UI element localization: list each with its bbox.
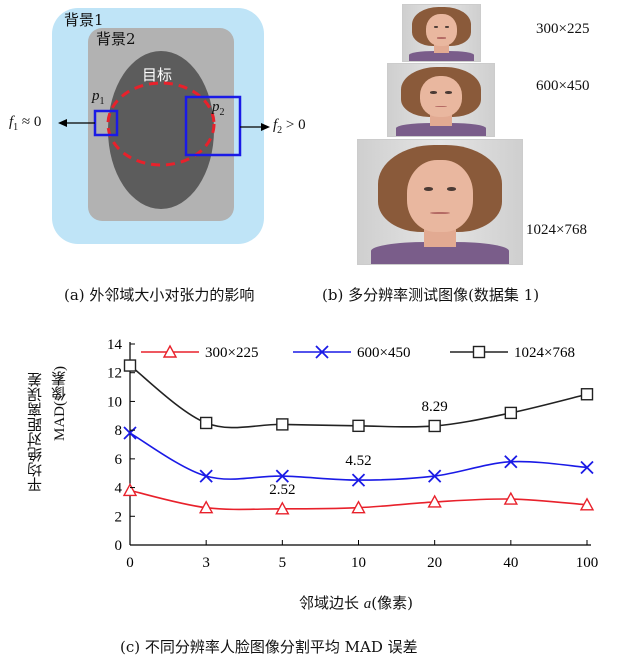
data-point-series-0 <box>427 494 442 508</box>
size-label-large: 1024×768 <box>526 222 587 238</box>
p2-label: p2 <box>212 99 225 118</box>
y-tick-label: 6 <box>115 452 123 468</box>
y-tick-label: 10 <box>107 394 122 410</box>
data-point-series-2 <box>428 419 441 433</box>
series-line-2 <box>129 364 588 429</box>
face-image-small <box>402 4 481 62</box>
legend-entry-label: 1024×768 <box>514 345 575 361</box>
data-point-series-0 <box>503 491 519 505</box>
data-point-series-1 <box>428 469 442 483</box>
chart-annotations: 2.52 4.52 8.29 <box>269 399 448 498</box>
background-1-label: 背景1 <box>64 11 104 29</box>
data-point-series-1 <box>275 469 289 483</box>
legend-marker-2 <box>472 345 486 359</box>
y-axis-label-line1: 平均绝对距离误差 <box>26 372 44 492</box>
legend-marker-1 <box>315 345 329 359</box>
chart-legend: 300×225 600×450 1024×768 <box>141 344 575 361</box>
x-tick-label: 5 <box>279 555 287 571</box>
data-point-series-2 <box>123 359 137 372</box>
data-point-series-1 <box>351 473 366 487</box>
y-axis-label-line2: MAD(像素) <box>52 366 68 441</box>
data-point-series-1-stroke-b <box>123 426 137 440</box>
x-tick-label: 100 <box>576 555 599 571</box>
legend-marker-0 <box>162 344 178 358</box>
face-image-medium <box>387 63 495 137</box>
f1-label: f1 ≈ 0 <box>9 114 42 133</box>
data-point-series-0 <box>351 500 366 514</box>
panel-c-caption: (c) 不同分辨率人脸图像分割平均 MAD 误差 <box>120 638 418 656</box>
data-point-series-0 <box>198 500 214 514</box>
y-tick-label: 0 <box>115 538 123 554</box>
data-point-series-1-stroke-b <box>199 469 213 483</box>
f2-arrow-head <box>261 123 270 131</box>
legend-marker-1-stroke-b <box>315 345 329 359</box>
x-axis-label: 邻域边长 a(像素) <box>299 594 413 612</box>
y-tick-label: 2 <box>115 509 123 525</box>
data-point-series-2 <box>352 419 365 433</box>
data-point-series-0 <box>122 482 138 497</box>
chart-axes <box>129 342 591 546</box>
data-label: 2.52 <box>269 482 295 498</box>
data-point-series-0 <box>579 497 595 511</box>
data-point-series-2 <box>504 406 518 420</box>
data-point-series-2 <box>580 388 594 401</box>
panel-b-caption: (b) 多分辨率测试图像(数据集 1) <box>322 286 540 304</box>
chart-ticks: 0 2 4 6 8 10 12 14 0 3 5 10 20 40 100 <box>107 337 598 571</box>
x-tick-label: 40 <box>503 555 518 571</box>
data-point-series-1 <box>123 426 137 440</box>
y-tick-label: 4 <box>115 481 123 497</box>
data-label: 8.29 <box>422 399 448 415</box>
data-point-series-1 <box>504 455 518 469</box>
data-point-series-1 <box>199 469 213 483</box>
f2-label: f2 > 0 <box>273 117 306 136</box>
panel-a-diagram <box>52 8 270 244</box>
f1-arrow-head <box>58 119 67 127</box>
background-2-label: 背景2 <box>96 30 136 48</box>
x-tick-label: 20 <box>427 555 442 571</box>
data-point-series-2 <box>276 418 289 431</box>
p2-neighborhood-box <box>184 95 242 157</box>
legend-entry-label: 300×225 <box>205 345 258 361</box>
chart-series <box>122 359 595 515</box>
data-point-series-1 <box>580 460 594 475</box>
y-tick-label: 8 <box>115 423 123 439</box>
mad-line-chart: 0 2 4 6 8 10 12 14 0 3 5 10 20 40 100 2.52 4.52 8.29 300… <box>107 337 598 571</box>
face-image-large <box>357 139 523 265</box>
x-tick-label: 3 <box>202 555 210 571</box>
data-point-series-1-stroke-b <box>351 473 366 487</box>
size-label-small: 300×225 <box>536 21 590 37</box>
legend-entry-label: 600×450 <box>357 345 410 361</box>
data-point-series-2 <box>199 416 213 430</box>
y-tick-label: 12 <box>107 366 122 382</box>
x-tick-label: 10 <box>351 555 366 571</box>
panel-a-caption: (a) 外邻域大小对张力的影响 <box>64 286 255 304</box>
data-point-series-1-stroke-b <box>275 469 289 483</box>
p1-label: p1 <box>92 88 105 107</box>
data-point-series-1-stroke-b <box>428 469 442 483</box>
y-tick-label: 14 <box>107 337 123 353</box>
target-region <box>108 51 214 209</box>
data-point-series-0 <box>275 501 290 515</box>
size-label-medium: 600×450 <box>536 78 590 94</box>
target-label: 目标 <box>142 66 173 84</box>
data-point-series-1-stroke-b <box>504 455 518 469</box>
contour-curve <box>106 81 216 167</box>
data-label: 4.52 <box>345 453 371 469</box>
x-tick-label: 0 <box>126 555 134 571</box>
data-point-series-1-stroke-b <box>580 460 594 475</box>
